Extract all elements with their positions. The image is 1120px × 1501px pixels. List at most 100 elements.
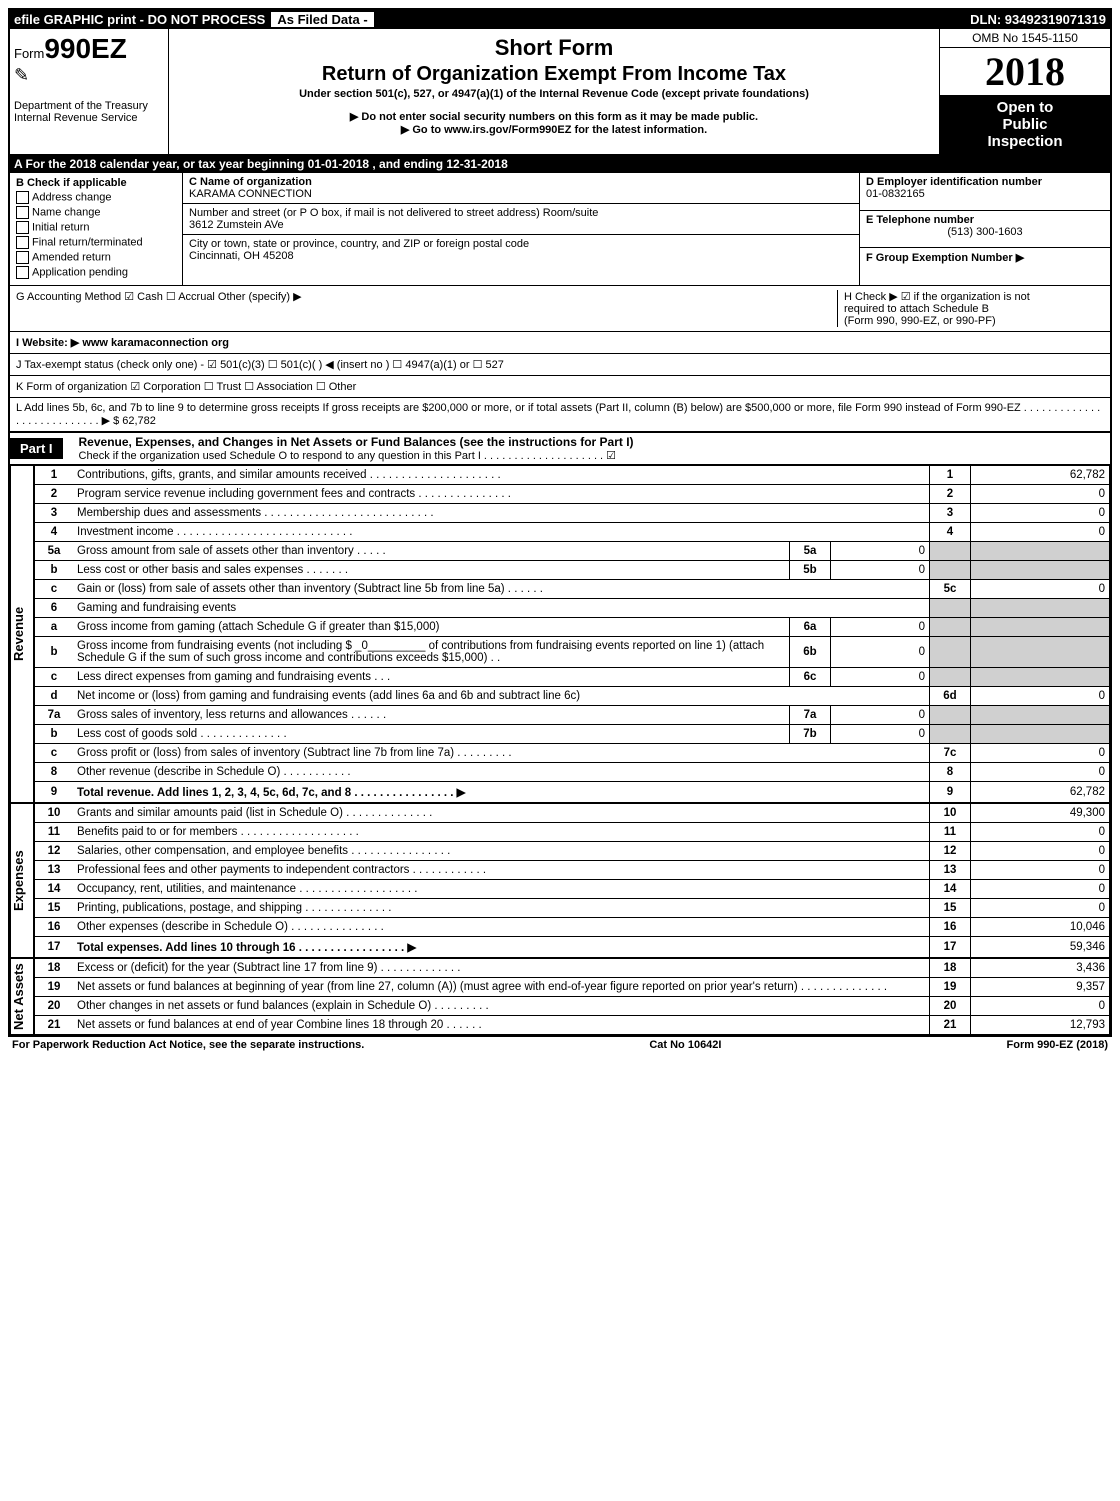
f-label: F Group Exemption Number ▶ xyxy=(866,251,1104,264)
line-value: 0 xyxy=(971,763,1110,782)
subtitle: Under section 501(c), 527, or 4947(a)(1)… xyxy=(175,88,933,100)
line-desc: Less cost of goods sold . . . . . . . . … xyxy=(73,725,790,744)
h-line3: (Form 990, 990-EZ, or 990-PF) xyxy=(844,315,1104,327)
checkbox-icon[interactable] xyxy=(16,236,29,249)
line-value: 0 xyxy=(971,744,1110,763)
line-number: 5a xyxy=(35,542,74,561)
line-number: 19 xyxy=(35,978,74,997)
checkbox-icon[interactable] xyxy=(16,251,29,264)
line-desc: Gross income from fundraising events (no… xyxy=(73,637,790,668)
line-desc: Total revenue. Add lines 1, 2, 3, 4, 5c,… xyxy=(73,782,930,803)
section-def: D Employer identification number 01-0832… xyxy=(860,173,1110,285)
expenses-block: Expenses 10Grants and similar amounts pa… xyxy=(10,803,1110,958)
shade-cell xyxy=(971,637,1110,668)
table-row: aGross income from gaming (attach Schedu… xyxy=(35,618,1110,637)
inspection-1: Open to xyxy=(942,99,1108,116)
mid-box: 6b xyxy=(790,637,831,668)
line-number: c xyxy=(35,668,74,687)
main-title: Return of Organization Exempt From Incom… xyxy=(175,63,933,86)
check-initial: Initial return xyxy=(16,221,176,234)
line-box: 3 xyxy=(930,504,971,523)
checkbox-icon[interactable] xyxy=(16,191,29,204)
row-a: A For the 2018 calendar year, or tax yea… xyxy=(10,155,1110,173)
mid-val: 0 xyxy=(831,725,930,744)
addr-label: Number and street (or P O box, if mail i… xyxy=(189,207,853,219)
inspection-box: Open to Public Inspection xyxy=(940,95,1110,154)
line-number: 4 xyxy=(35,523,74,542)
revenue-label: Revenue xyxy=(10,465,34,803)
line-number: 6 xyxy=(35,599,74,618)
footer-mid: Cat No 10642I xyxy=(649,1039,721,1051)
line-number: 17 xyxy=(35,937,74,958)
table-row: cGross profit or (loss) from sales of in… xyxy=(35,744,1110,763)
line-box: 10 xyxy=(930,804,971,823)
line-value: 0 xyxy=(971,899,1110,918)
line-desc: Professional fees and other payments to … xyxy=(73,861,930,880)
line-box: 16 xyxy=(930,918,971,937)
efile-label: efile GRAPHIC print - DO NOT PROCESS xyxy=(14,12,265,27)
table-row: bGross income from fundraising events (n… xyxy=(35,637,1110,668)
checkbox-icon[interactable] xyxy=(16,206,29,219)
line-number: a xyxy=(35,618,74,637)
section-f: F Group Exemption Number ▶ xyxy=(860,248,1110,285)
form-big: 990EZ xyxy=(44,33,127,64)
header-left: Form990EZ ✎ Department of the Treasury I… xyxy=(10,29,169,154)
shade-cell xyxy=(930,618,971,637)
expenses-label: Expenses xyxy=(10,803,34,958)
form-number: Form990EZ xyxy=(14,33,164,65)
line-box: 19 xyxy=(930,978,971,997)
line-number: 14 xyxy=(35,880,74,899)
table-row: 18Excess or (deficit) for the year (Subt… xyxy=(35,959,1110,978)
line-desc: Membership dues and assessments . . . . … xyxy=(73,504,930,523)
inspection-3: Inspection xyxy=(942,133,1108,150)
line-desc: Gross amount from sale of assets other t… xyxy=(73,542,790,561)
checkbox-icon[interactable] xyxy=(16,266,29,279)
line-box: 18 xyxy=(930,959,971,978)
mid-box: 6a xyxy=(790,618,831,637)
inspection-2: Public xyxy=(942,116,1108,133)
checkbox-icon[interactable] xyxy=(16,221,29,234)
h-line2: required to attach Schedule B xyxy=(844,303,1104,315)
revenue-block: Revenue 1Contributions, gifts, grants, a… xyxy=(10,465,1110,803)
check-final: Final return/terminated xyxy=(16,236,176,249)
check-name: Name change xyxy=(16,206,176,219)
section-k: K Form of organization ☑ Corporation ☐ T… xyxy=(10,376,1110,398)
table-row: 4Investment income . . . . . . . . . . .… xyxy=(35,523,1110,542)
irs-label: Internal Revenue Service xyxy=(14,112,164,124)
line-number: b xyxy=(35,637,74,668)
mid-val: 0 xyxy=(831,668,930,687)
line-number: 7a xyxy=(35,706,74,725)
line-value: 0 xyxy=(971,997,1110,1016)
table-row: 11Benefits paid to or for members . . . … xyxy=(35,823,1110,842)
header-row: Form990EZ ✎ Department of the Treasury I… xyxy=(10,29,1110,155)
shade-cell xyxy=(971,706,1110,725)
shade-cell xyxy=(930,725,971,744)
shade-cell xyxy=(971,668,1110,687)
ein-value: 01-0832165 xyxy=(866,188,1104,200)
line-desc: Other revenue (describe in Schedule O) .… xyxy=(73,763,930,782)
mid-box: 6c xyxy=(790,668,831,687)
line-box: 15 xyxy=(930,899,971,918)
tax-year: 2018 xyxy=(940,48,1110,95)
expense-table: 10Grants and similar amounts paid (list … xyxy=(34,803,1110,958)
phone-value: (513) 300-1603 xyxy=(866,226,1104,238)
h-line1: H Check ▶ ☑ if the organization is not xyxy=(844,290,1104,303)
table-row: 9Total revenue. Add lines 1, 2, 3, 4, 5c… xyxy=(35,782,1110,803)
org-name: KARAMA CONNECTION xyxy=(189,188,312,200)
mid-box: 5a xyxy=(790,542,831,561)
d-label: D Employer identification number xyxy=(866,176,1104,188)
line-value: 0 xyxy=(971,861,1110,880)
table-row: 17Total expenses. Add lines 10 through 1… xyxy=(35,937,1110,958)
line-desc: Gross income from gaming (attach Schedul… xyxy=(73,618,790,637)
footer: For Paperwork Reduction Act Notice, see … xyxy=(8,1037,1112,1053)
line-value: 59,346 xyxy=(971,937,1110,958)
mid-box: 5b xyxy=(790,561,831,580)
table-row: 6Gaming and fundraising events xyxy=(35,599,1110,618)
net-table: 18Excess or (deficit) for the year (Subt… xyxy=(34,958,1110,1035)
table-row: 5aGross amount from sale of assets other… xyxy=(35,542,1110,561)
line-box: 2 xyxy=(930,485,971,504)
line-value: 0 xyxy=(971,823,1110,842)
section-b-title: B Check if applicable xyxy=(16,177,176,189)
line-number: 2 xyxy=(35,485,74,504)
table-row: 12Salaries, other compensation, and empl… xyxy=(35,842,1110,861)
